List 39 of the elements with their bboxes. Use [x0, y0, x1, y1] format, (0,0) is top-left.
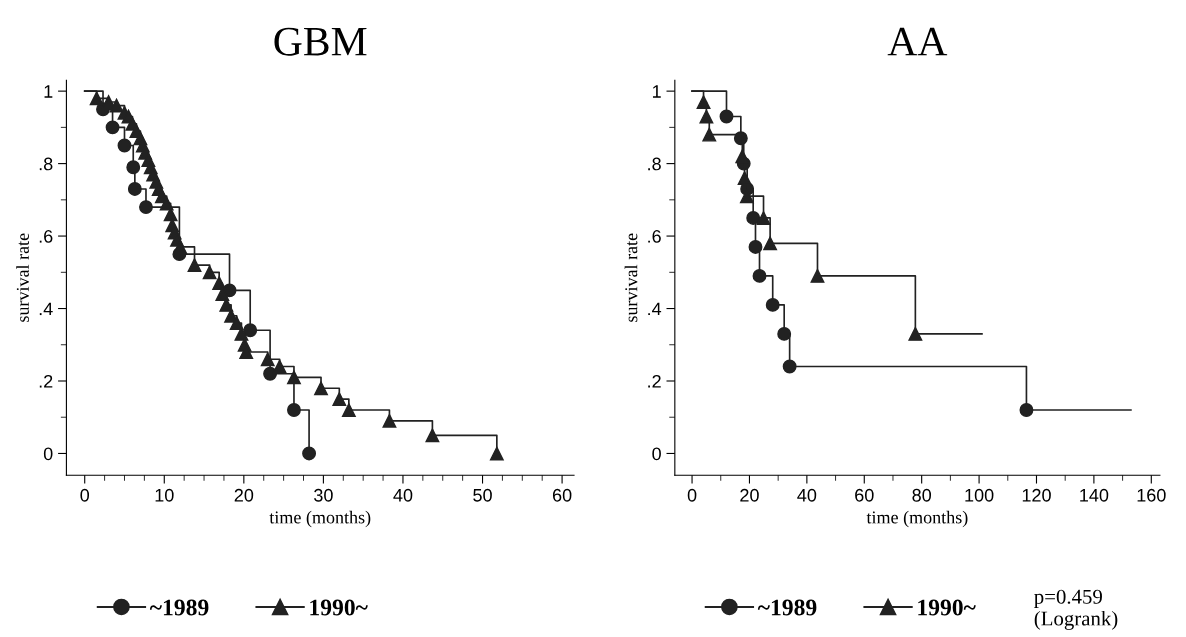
x-tick-label: 100 [965, 488, 994, 502]
y-axis-title: survival rate [624, 233, 638, 322]
x-tick-label: 120 [1022, 488, 1051, 502]
x-axis-title: time (months) [269, 510, 371, 528]
y-tick-label: .8 [648, 157, 661, 171]
y-tick-label: .2 [39, 374, 53, 388]
x-tick-label: 80 [912, 488, 932, 502]
x-tick-label: 10 [155, 488, 174, 502]
y-tick-label: 0 [43, 447, 53, 461]
x-tick-label: 20 [234, 488, 254, 502]
x-tick-label: 140 [1080, 488, 1109, 502]
y-tick-label: .6 [39, 230, 53, 243]
x-tick-label: 20 [740, 488, 759, 502]
chart-title: AA [887, 27, 948, 56]
x-tick-label: 0 [687, 488, 697, 502]
y-tick-label: 1 [652, 85, 661, 98]
legend-label: ~1989 [149, 599, 209, 616]
y-axis-title: survival rate [16, 233, 29, 322]
x-tick-label: 60 [552, 488, 572, 502]
x-tick-label: 40 [393, 488, 413, 502]
text: p=0.459 (Logrank) [1034, 589, 1118, 630]
x-tick-label: 160 [1137, 488, 1166, 502]
y-tick-label: .8 [39, 157, 53, 171]
x-tick-label: 40 [797, 488, 817, 502]
x-axis-title: time (months) [866, 510, 968, 528]
y-tick-label: .6 [648, 230, 661, 243]
legend-label: ~1989 [757, 599, 817, 616]
x-tick-label: 50 [473, 488, 492, 502]
legend-label: 1990~ [918, 599, 976, 616]
y-tick-label: .4 [648, 302, 662, 316]
y-tick-label: .4 [39, 302, 53, 316]
legend-label: 1990~ [310, 599, 368, 616]
chart-title: GBM [274, 27, 367, 56]
y-tick-label: .2 [648, 374, 661, 388]
y-tick-label: 1 [44, 85, 53, 98]
y-tick-label: 0 [652, 447, 661, 461]
x-tick-label: 30 [314, 488, 333, 502]
x-tick-label: 0 [80, 488, 90, 502]
x-tick-label: 60 [855, 488, 874, 502]
